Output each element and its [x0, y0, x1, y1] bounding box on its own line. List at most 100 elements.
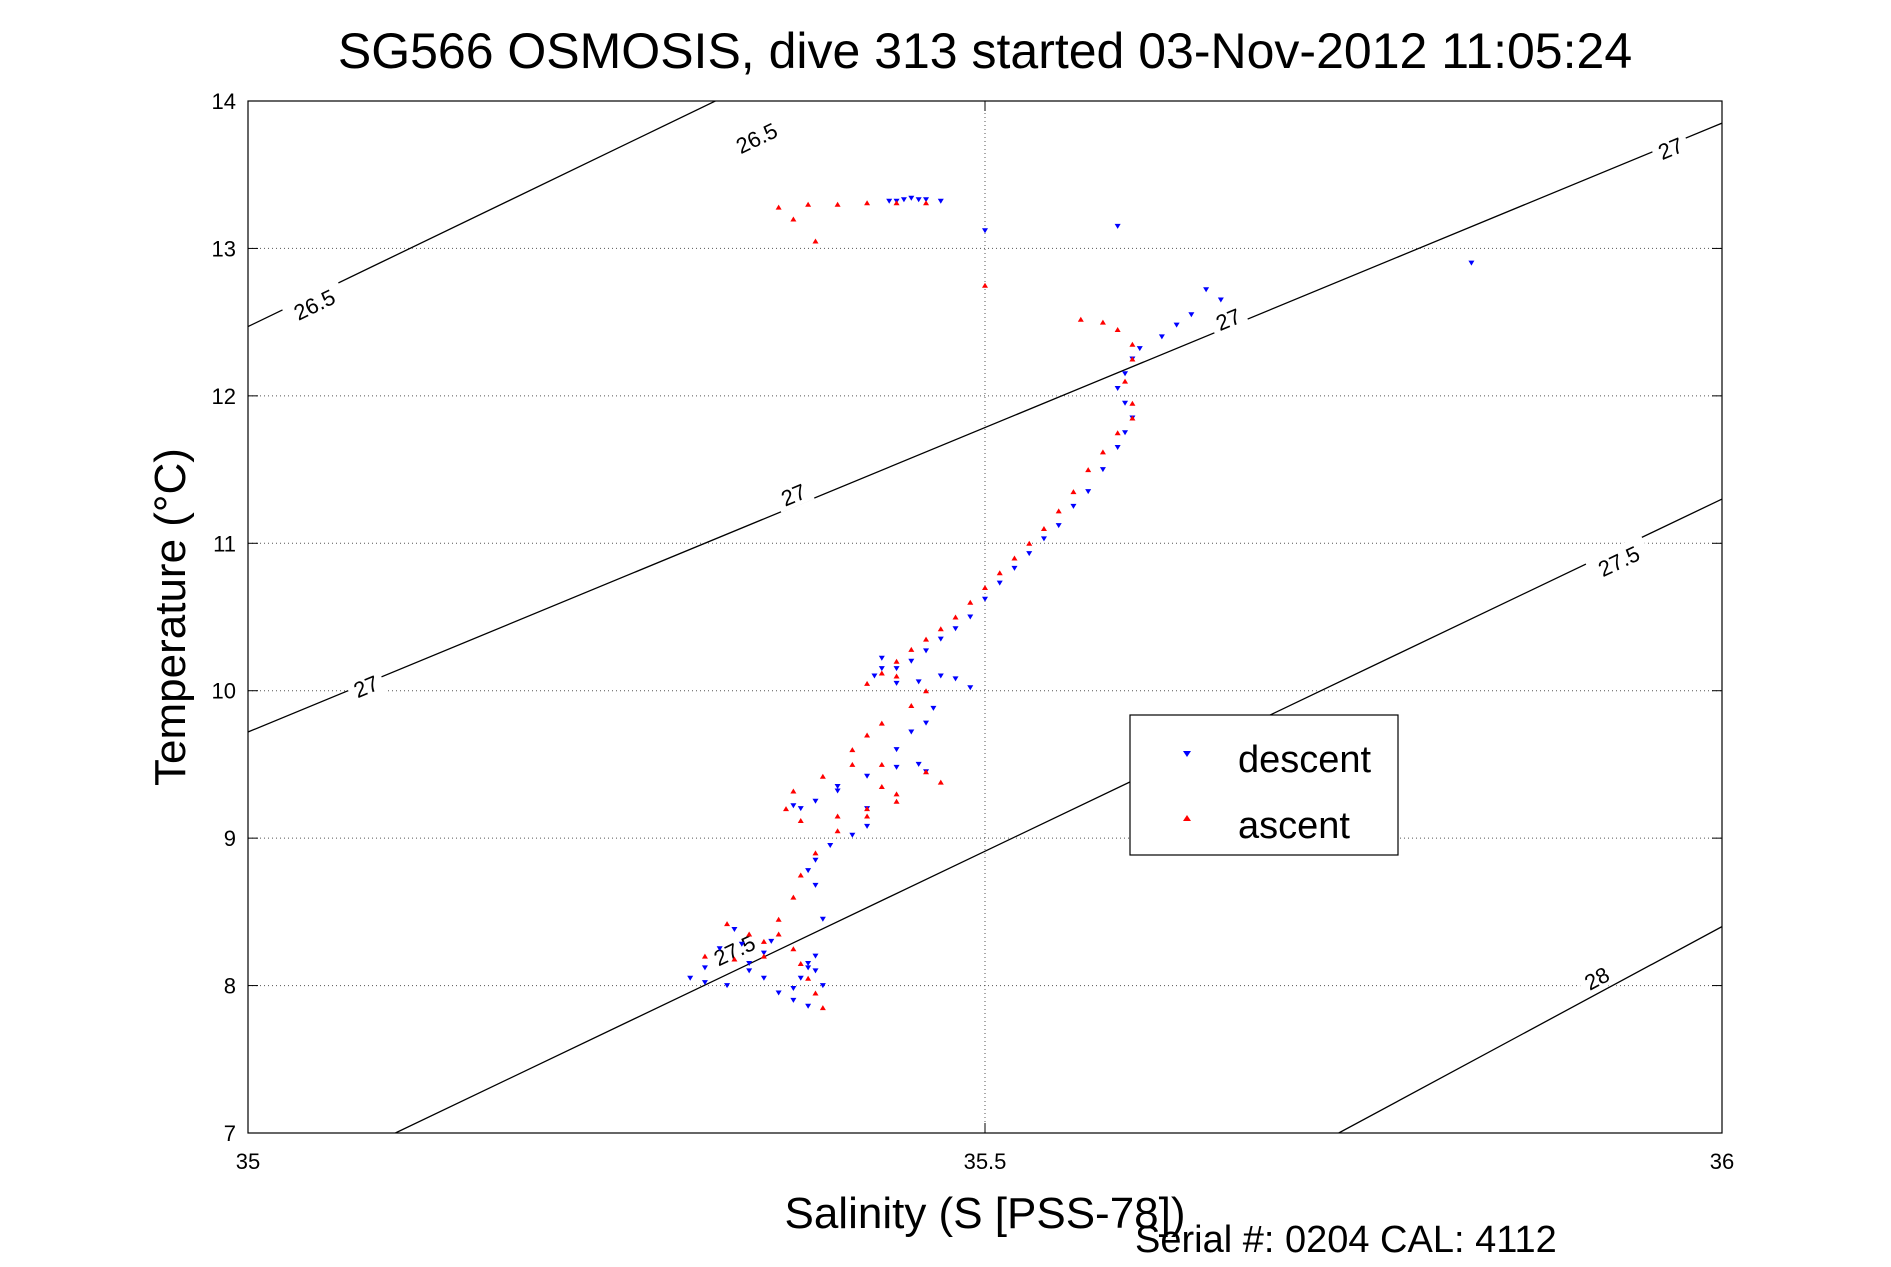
ascent-point	[805, 201, 812, 207]
ascent-point	[812, 990, 819, 996]
descent-point	[701, 980, 708, 986]
ascent-point	[760, 938, 767, 944]
grid	[248, 101, 1722, 1133]
ascent-point	[1129, 356, 1136, 362]
ascent-point	[724, 921, 731, 927]
descent-point	[746, 960, 753, 966]
descent-point	[878, 666, 885, 672]
x-tick-label: 36	[1710, 1149, 1734, 1174]
ascent-point	[923, 636, 930, 642]
data-points	[687, 195, 1475, 1011]
descent-point	[687, 975, 694, 981]
descent-point	[878, 655, 885, 661]
ascent-point	[937, 779, 944, 785]
descent-point	[849, 832, 856, 838]
descent-point	[1122, 400, 1129, 406]
descent-point	[1011, 565, 1018, 571]
descent-point	[937, 198, 944, 204]
ascent-point	[790, 894, 797, 900]
ascent-point	[783, 806, 790, 812]
y-tick-label: 11	[213, 531, 236, 556]
ascent-point	[834, 813, 841, 819]
legend: descent ascent	[1129, 714, 1399, 856]
axis-ticks: 35 35.5 36 7 8 9 10 11 12 13 14	[212, 89, 1735, 1174]
ascent-point	[775, 931, 782, 937]
descent-point	[746, 968, 753, 974]
ascent-point	[864, 680, 871, 686]
legend-marker-descent	[1183, 751, 1191, 757]
descent-point	[790, 803, 797, 809]
ascent-point	[996, 570, 1003, 576]
ascent-point	[1122, 378, 1129, 384]
descent-point	[797, 806, 804, 812]
descent-point	[790, 986, 797, 992]
descent-point	[915, 679, 922, 685]
ascent-point	[1099, 319, 1106, 325]
descent-point	[900, 197, 907, 203]
descent-point	[864, 823, 871, 829]
ascent-point	[849, 747, 856, 753]
descent-point	[982, 228, 988, 234]
ascent-point	[701, 953, 708, 959]
descent-point	[834, 784, 841, 790]
ascent-point	[923, 688, 930, 694]
descent-point	[952, 676, 959, 682]
descent-point	[760, 950, 767, 956]
ascent-point	[1077, 316, 1084, 322]
descent-point	[790, 997, 797, 1003]
footer-serial-cal: Serial #: 0204 CAL: 4112	[1135, 1219, 1557, 1261]
descent-point	[1114, 385, 1121, 391]
ascent-point	[1085, 467, 1092, 473]
ascent-point	[849, 761, 856, 767]
y-tick-label: 14	[212, 89, 236, 114]
descent-point	[716, 946, 723, 952]
ascent-point	[952, 614, 959, 620]
ascent-point	[1011, 555, 1018, 561]
descent-point	[812, 953, 819, 959]
legend-box	[1129, 714, 1399, 856]
descent-point	[1114, 223, 1121, 229]
ascent-point	[1099, 449, 1106, 455]
y-axis-label: Temperature (°C)	[146, 448, 195, 786]
ascent-point	[878, 761, 885, 767]
contour-label-bg	[1574, 957, 1619, 998]
contour-label-bg	[1584, 534, 1652, 586]
descent-point	[952, 626, 959, 632]
descent-point	[812, 798, 819, 804]
descent-point	[1173, 322, 1180, 328]
ascent-point	[790, 946, 797, 952]
contour-label-bg	[722, 111, 790, 163]
descent-point	[1114, 444, 1121, 450]
descent-point	[819, 916, 826, 922]
contour-label-bg	[771, 474, 815, 513]
ascent-point	[893, 673, 900, 679]
ascent-point	[731, 956, 738, 962]
descent-point	[724, 983, 731, 989]
descent-point	[812, 968, 819, 974]
y-tick-label: 9	[224, 826, 236, 851]
ascent-point	[812, 238, 819, 244]
descent-point	[805, 868, 812, 874]
y-tick-label: 7	[224, 1121, 236, 1146]
ascent-point	[864, 806, 871, 812]
ascent-point	[805, 975, 812, 981]
descent-point	[996, 580, 1003, 586]
descent-point	[805, 960, 812, 966]
contour-line	[395, 498, 1722, 1133]
ascent-point	[1070, 489, 1077, 495]
descent-point	[982, 596, 988, 602]
chart-title: SG566 OSMOSIS, dive 313 started 03-Nov-2…	[338, 23, 1632, 79]
descent-point	[805, 965, 812, 971]
descent-point	[812, 882, 819, 888]
ascent-point	[878, 670, 885, 676]
ascent-point	[864, 732, 871, 738]
descent-point	[827, 843, 834, 849]
ascent-point	[864, 200, 871, 206]
descent-point	[893, 764, 900, 770]
descent-point	[812, 857, 819, 863]
descent-point	[967, 685, 974, 691]
ascent-point	[864, 813, 871, 819]
legend-label-ascent: ascent	[1238, 805, 1350, 847]
ascent-point	[790, 788, 797, 794]
